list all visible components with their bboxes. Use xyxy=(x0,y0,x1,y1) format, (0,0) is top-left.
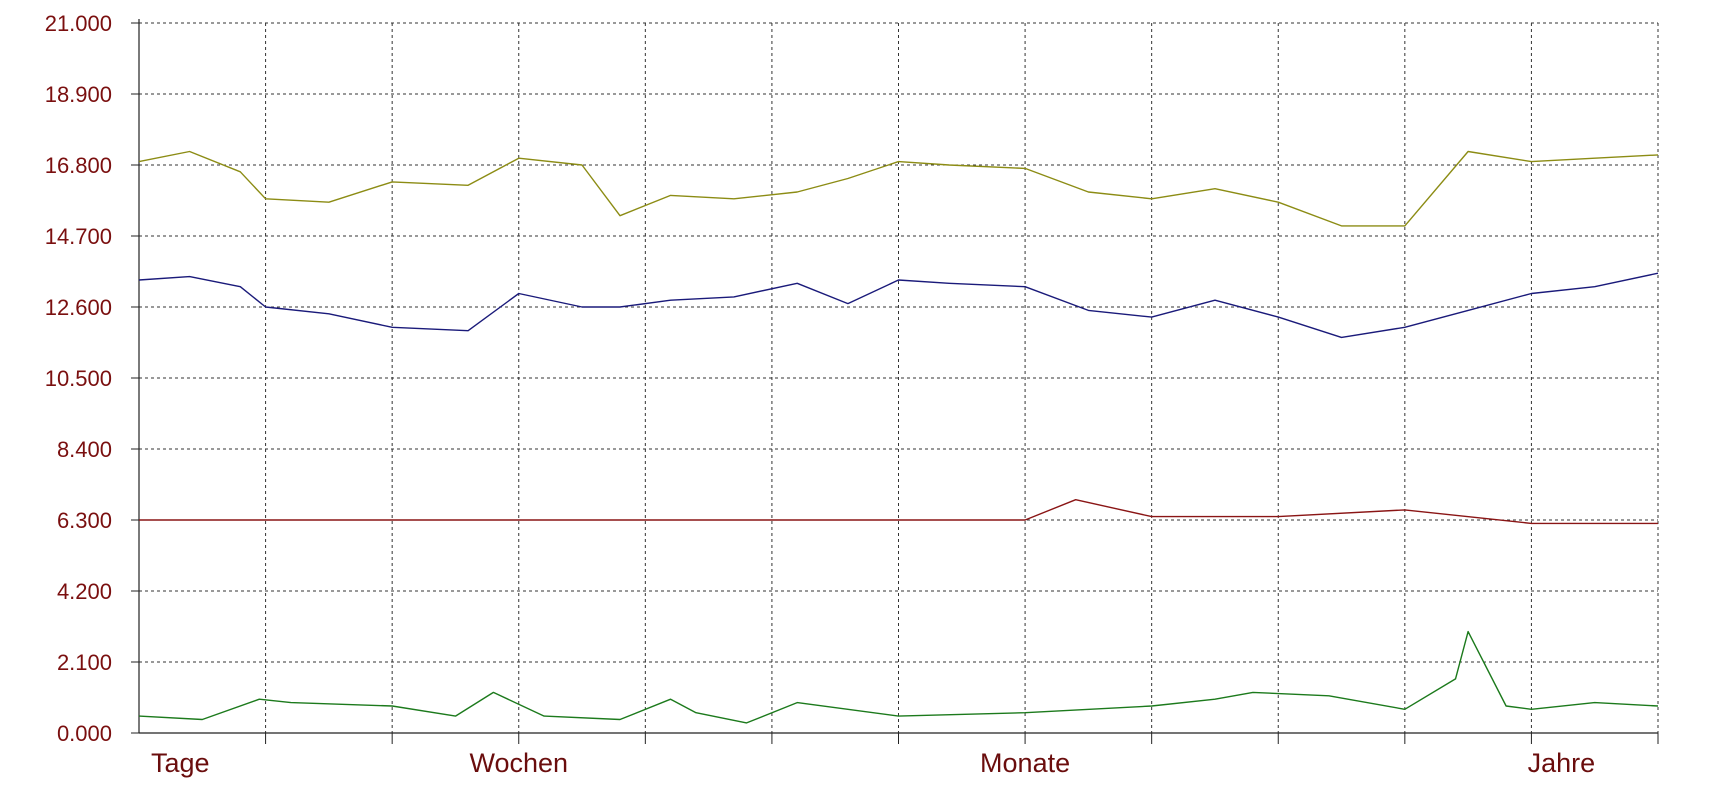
y-tick-label: 6.300 xyxy=(57,508,112,533)
y-tick-label: 10.500 xyxy=(45,366,112,391)
y-tick-label: 16.800 xyxy=(45,153,112,178)
series-line-3 xyxy=(139,499,1658,525)
y-tick-label: 21.000 xyxy=(45,11,112,36)
series-line-2 xyxy=(138,272,1659,339)
x-axis-label: Wochen xyxy=(469,748,568,778)
x-axis-labels: Tage Wochen Monate Jahre xyxy=(151,748,1595,778)
y-tick-label: 0.000 xyxy=(57,721,112,746)
y-tick-label: 8.400 xyxy=(57,437,112,462)
series-lines xyxy=(138,150,1659,724)
x-axis-label: Jahre xyxy=(1528,748,1596,778)
x-axis-label: Tage xyxy=(151,748,210,778)
series-line-4 xyxy=(138,630,1659,724)
y-tick-label: 14.700 xyxy=(45,224,112,249)
x-axis-label: Monate xyxy=(980,748,1070,778)
axes xyxy=(131,19,1659,744)
y-tick-label: 2.100 xyxy=(57,650,112,675)
y-axis-ticks: 0.000 2.100 4.200 6.300 8.400 10.500 12.600 14.… xyxy=(45,11,112,746)
y-tick-label: 4.200 xyxy=(57,579,112,604)
y-tick-label: 18.900 xyxy=(45,82,112,107)
grid xyxy=(139,22,1659,733)
y-tick-label: 12.600 xyxy=(45,295,112,320)
series-line-1 xyxy=(138,150,1659,227)
